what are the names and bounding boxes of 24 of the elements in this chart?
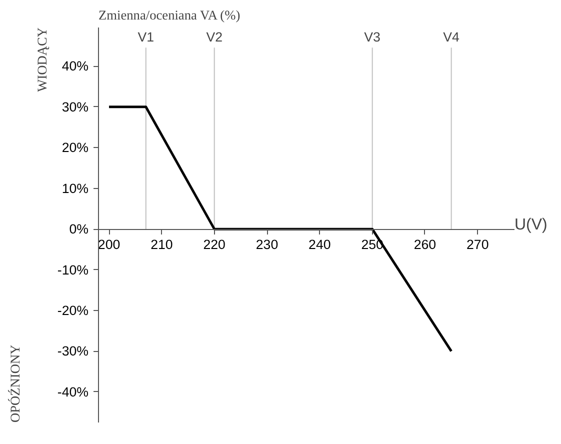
x-tick-label: 270 [466,237,489,252]
ref-line-label: V1 [138,30,154,45]
x-tick-label: 240 [308,237,331,252]
text: OPÓŹNIONY [8,344,22,422]
ref-line-label: V4 [443,30,460,45]
y-axis-title: Zmienna/oceniana VA (%) [98,8,240,22]
y-tick-label: 20% [62,140,89,156]
y-tick-label: -30% [57,344,89,359]
ref-line-label: V2 [206,30,223,45]
y-tick-label: 0% [69,222,89,237]
y-tick-label: -10% [57,262,89,278]
y-tick-label: 40% [62,58,89,74]
x-tick-label: 260 [414,237,436,252]
text: WIODĄCY [34,27,50,92]
ref-line-label: V3 [364,30,380,45]
y-tick-label: 30% [62,99,89,114]
x-tick-label: 210 [150,237,173,252]
y-tick-label: 10% [62,180,89,196]
y-tick-label: -40% [57,384,89,400]
x-tick-label: 220 [203,237,226,252]
x-tick-label: 200 [98,237,120,252]
x-tick-label: 230 [256,237,278,252]
x-axis-title: U(V) [514,216,548,234]
y-tick-label: -20% [57,303,89,318]
